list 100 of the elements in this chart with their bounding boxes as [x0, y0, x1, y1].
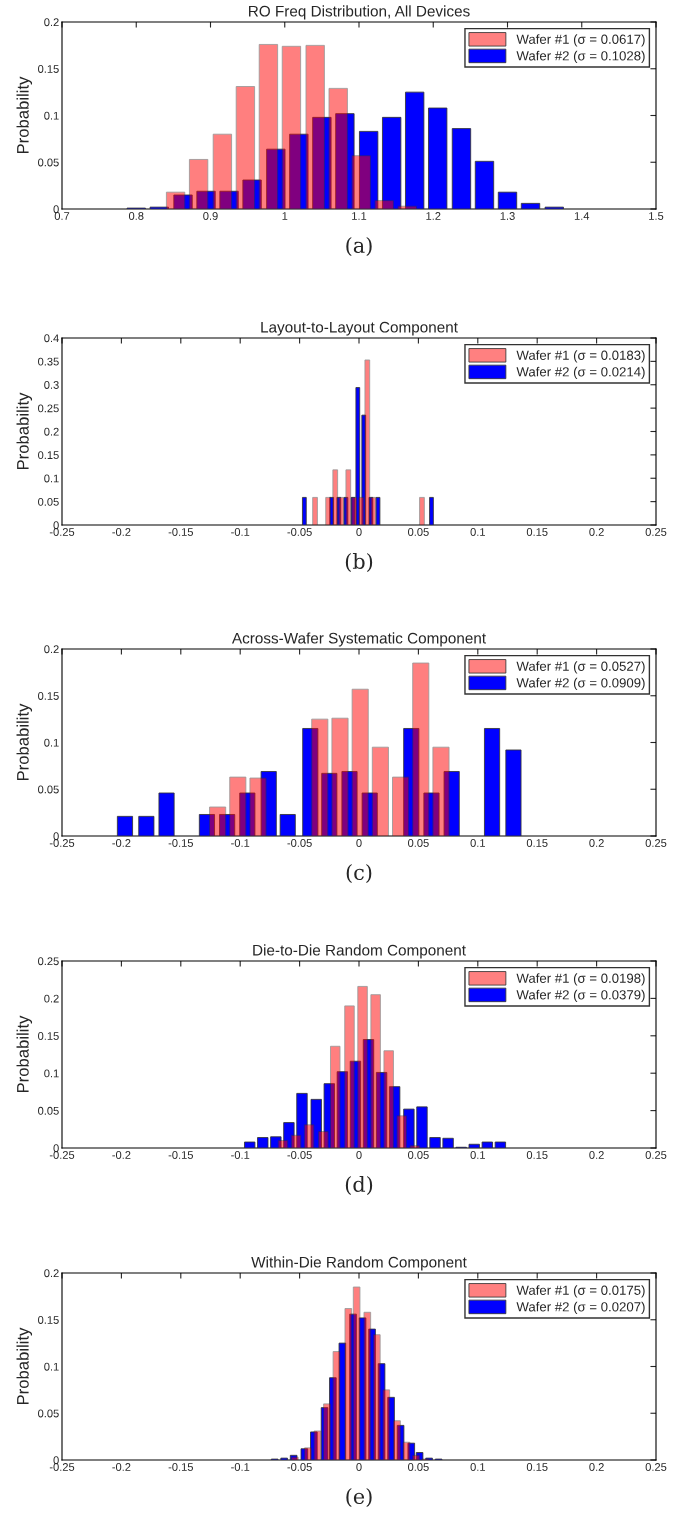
y-tick-label: 0.05 — [38, 1409, 59, 1418]
bar — [300, 1448, 309, 1460]
bar — [116, 815, 133, 836]
legend-label: Wafer #2 (σ = 0.0909) — [516, 677, 645, 691]
x-tick-label: 0.1 — [470, 1463, 485, 1471]
y-tick-label: 0.2 — [44, 994, 59, 1003]
y-tick-label: 0.25 — [38, 404, 59, 413]
bar — [403, 728, 420, 836]
x-tick-label: -0.15 — [168, 528, 193, 536]
y-tick-label: 0.2 — [44, 1269, 59, 1278]
bar — [279, 814, 296, 836]
x-tick-label: -0.1 — [231, 1151, 250, 1159]
y-tick-label: 0.05 — [38, 1106, 59, 1115]
bar — [451, 128, 472, 209]
bar — [428, 107, 448, 209]
bar — [375, 497, 381, 525]
text: (d) — [345, 1175, 373, 1195]
x-tick-label: 0.2 — [589, 528, 604, 536]
text: (c) — [346, 863, 372, 883]
bar — [520, 202, 541, 209]
x-tick-label: 0.1 — [470, 528, 485, 536]
x-tick-label: -0.15 — [168, 1463, 193, 1471]
y-axis-title: Probability — [16, 392, 33, 470]
x-tick-label: 0 — [356, 1151, 362, 1159]
legend-label: Wafer #2 (σ = 0.0207) — [516, 1301, 645, 1315]
y-tick-label: 0.2 — [44, 645, 59, 654]
y-tick-label: 0.05 — [38, 158, 59, 167]
y-tick-label: 0.1 — [44, 1362, 59, 1371]
bar — [302, 497, 307, 525]
bar — [196, 190, 216, 209]
y-tick-label: 0.05 — [38, 497, 59, 506]
y-axis-title: Probability — [16, 703, 33, 781]
y-tick-label: 0.15 — [38, 1032, 59, 1040]
y-tick-label: 0.25 — [38, 957, 59, 966]
legend-label: Wafer #1 (σ = 0.0527) — [516, 661, 645, 674]
bar — [423, 792, 440, 836]
bar — [396, 1424, 405, 1460]
bar — [388, 1086, 401, 1148]
bar — [239, 792, 256, 836]
x-tick-label: -0.2 — [112, 1463, 131, 1471]
x-tick-label: 0 — [356, 1463, 362, 1471]
bar — [198, 814, 215, 836]
x-tick-label: -0.2 — [112, 528, 131, 536]
x-tick-label: 0.2 — [589, 1463, 604, 1471]
x-tick-label: 1.1 — [352, 212, 367, 220]
bar — [375, 1072, 388, 1148]
y-tick-label: 0.2 — [44, 18, 59, 27]
bar — [321, 772, 338, 836]
y-tick-label: 0.2 — [44, 427, 59, 436]
y-tick-label: 0 — [53, 205, 59, 214]
y-tick-label: 0.1 — [44, 1069, 59, 1078]
x-tick-label: 0.05 — [408, 1151, 429, 1159]
x-tick-label: 0.25 — [645, 1463, 667, 1471]
bar — [362, 1039, 375, 1148]
y-tick-label: 0.4 — [44, 334, 59, 343]
x-tick-label: 0.9 — [203, 212, 218, 220]
x-tick-label: 0.15 — [526, 1463, 548, 1471]
x-tick-label: -0.1 — [231, 1463, 250, 1471]
y-tick-label: 0.15 — [38, 451, 59, 460]
x-tick-label: -0.25 — [49, 1151, 75, 1159]
bar — [138, 815, 155, 836]
x-tick-label: 0.1 — [470, 839, 485, 847]
bar — [310, 1431, 318, 1460]
bar — [443, 771, 460, 836]
bar — [302, 728, 319, 836]
x-tick-label: -0.05 — [287, 1463, 312, 1471]
chart-title: RO Freq Distribution, All Devices — [249, 5, 470, 20]
x-tick-label: 0.8 — [128, 212, 144, 220]
x-tick-label: -0.25 — [49, 528, 75, 536]
x-tick-label: -0.05 — [287, 528, 312, 536]
x-tick-label: 0 — [356, 839, 362, 847]
bar — [343, 497, 349, 525]
bar — [484, 728, 501, 836]
legend-label: Wafer #1 (σ = 0.0617) — [516, 34, 645, 47]
x-tick-label: 0.05 — [408, 839, 429, 847]
x-tick-label: 0.25 — [645, 1151, 667, 1159]
text: (b) — [345, 552, 373, 572]
y-axis-title: Probability — [16, 1015, 33, 1093]
x-tick-label: 0.2 — [589, 839, 604, 847]
y-tick-label: 0.1 — [44, 111, 59, 120]
bar — [341, 771, 358, 836]
bar — [335, 113, 355, 209]
y-tick-label: 0 — [53, 1144, 59, 1153]
legend-label: Wafer #2 (σ = 0.0214) — [516, 366, 645, 380]
x-tick-label: 0.15 — [526, 839, 548, 847]
bar — [405, 91, 425, 209]
bar — [219, 190, 239, 209]
x-tick-label: 0.15 — [526, 528, 548, 536]
y-axis-title: Probability — [16, 76, 33, 154]
y-tick-label: 0.15 — [38, 692, 59, 700]
legend-label: Wafer #1 (σ = 0.0175) — [516, 1285, 645, 1298]
x-tick-label: 0.15 — [526, 1151, 548, 1159]
chart-title: Layout-to-Layout Component — [261, 321, 458, 336]
x-tick-label: 1.5 — [649, 212, 664, 220]
x-tick-label: -0.1 — [231, 839, 250, 847]
bar — [429, 497, 434, 525]
y-tick-label: 0.35 — [38, 357, 59, 366]
x-tick-label: -0.2 — [112, 839, 131, 847]
bar — [474, 160, 495, 209]
y-tick-label: 0.1 — [44, 738, 59, 747]
